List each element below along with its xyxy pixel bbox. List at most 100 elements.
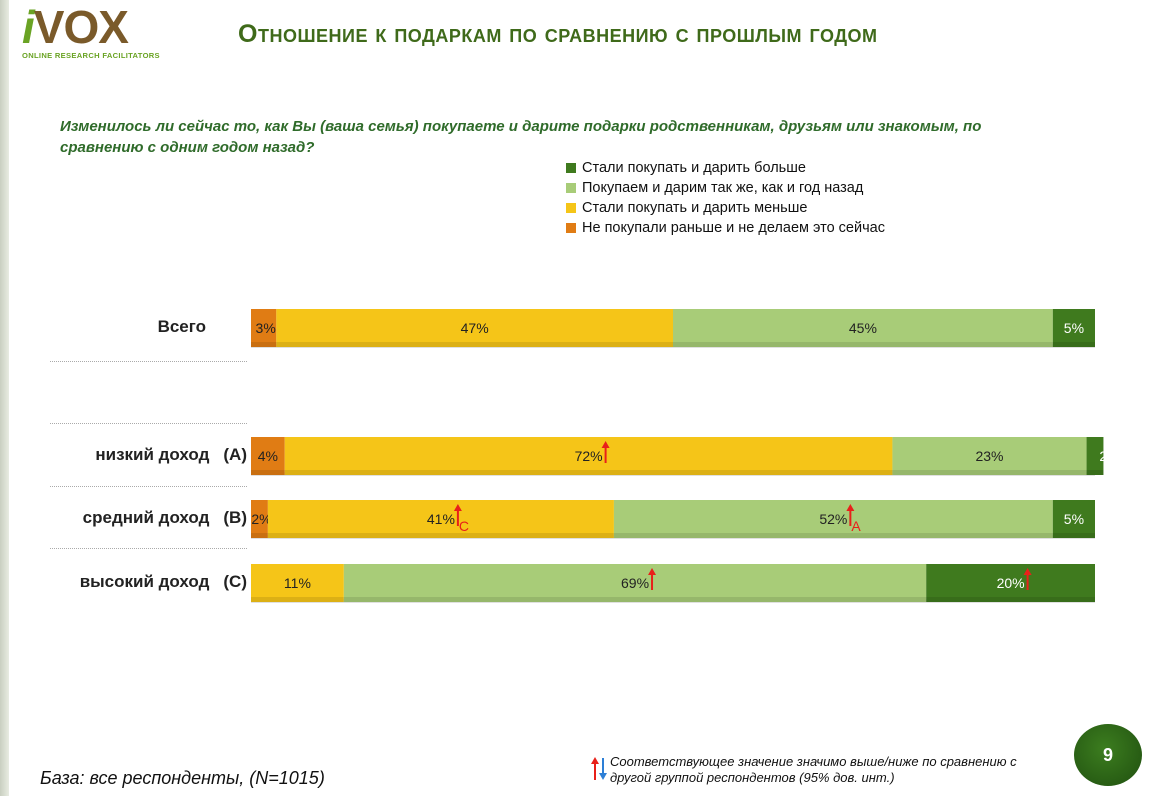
row-separator — [50, 486, 247, 487]
bar-segment-group: 4% — [251, 437, 285, 475]
row-label: низкий доход (A) — [0, 445, 247, 465]
bar-segment — [926, 564, 1095, 602]
legend-label: Не покупали раньше и не делаем это сейча… — [582, 220, 885, 236]
page-number: 9 — [1102, 744, 1113, 765]
bar-segment-group: 72% — [284, 437, 893, 475]
bar-value-label: 3% — [256, 320, 276, 336]
bar-segment-group: 20% — [926, 564, 1095, 602]
up-arrow-head-icon — [846, 504, 855, 511]
base-note: База: все респонденты, (N=1015) — [40, 768, 325, 788]
bar-segment-group: 5% — [1052, 500, 1095, 538]
bar-segment-group: 11% — [251, 564, 344, 602]
bar-value-label: 5% — [1064, 511, 1084, 527]
legend-item: Покупаем и дарим так же, как и год назад — [566, 178, 885, 198]
bar-segment-group: 3% — [251, 309, 277, 347]
legend-label: Стали покупать и дарить больше — [582, 160, 806, 176]
legend-item: Не покупали раньше и не делаем это сейча… — [566, 218, 885, 238]
bar-segment — [673, 309, 1053, 347]
page-title: Отношение к подаркам по сравнению с прош… — [238, 20, 878, 48]
bar-segment — [276, 309, 673, 347]
chart-legend: Стали покупать и дарить больше Покупаем и… — [566, 158, 885, 238]
bar-segment-group: 69% — [343, 564, 927, 602]
row-group-code: (B) — [223, 508, 247, 527]
significance-group-letter: A — [851, 518, 861, 534]
bar-segment — [613, 500, 1053, 538]
bar-segment-edge — [1052, 533, 1095, 538]
bar-value-label: 20% — [997, 575, 1025, 591]
legend-label: Покупаем и дарим так же, как и год назад — [582, 180, 864, 196]
bar-value-label: 23% — [975, 448, 1003, 464]
bar-value-label: 72% — [575, 448, 603, 464]
bar-value-label: 52% — [819, 511, 847, 527]
legend-swatch — [566, 223, 576, 233]
bar-segment-edge — [673, 342, 1053, 347]
bar-segment-edge — [926, 597, 1095, 602]
legend-swatch — [566, 163, 576, 173]
row-label-text: средний доход — [82, 508, 210, 527]
legend-swatch — [566, 183, 576, 193]
bar-segment — [267, 500, 614, 538]
page-number-badge: 9 — [1074, 724, 1142, 786]
bar-value-label: 11% — [284, 575, 311, 591]
bar-segment-edge — [892, 470, 1087, 475]
significance-note: Соответствующее значение значимо выше/ни… — [610, 754, 1017, 785]
row-label: высокий доход (C) — [0, 572, 247, 592]
bar-value-label: 47% — [461, 320, 489, 336]
bar-segment — [343, 564, 927, 602]
row-label: Всего — [157, 317, 206, 336]
up-arrow-head-icon — [648, 568, 657, 575]
legend-item: Стали покупать и дарить больше — [566, 158, 885, 178]
bar-value-label: 4% — [258, 448, 278, 464]
bar-segment — [892, 437, 1087, 475]
left-decorative-bar — [0, 0, 9, 796]
legend-swatch — [566, 203, 576, 213]
bar-segment — [284, 437, 893, 475]
row-label: средний доход (B) — [0, 508, 247, 528]
bar-segment-edge — [267, 533, 614, 538]
bar-segment-group: 41% C — [267, 500, 614, 538]
bar-segment-group: 52% A — [613, 500, 1053, 538]
bar-segment-group: 45% — [673, 309, 1053, 347]
row-label-text: низкий доход — [95, 445, 210, 464]
bar-segment-group: 2% — [251, 500, 272, 538]
survey-question: Изменилось ли сейчас то, как Вы (ваша се… — [60, 118, 982, 156]
row-separator — [50, 548, 247, 549]
significance-arrows-icon — [591, 757, 607, 780]
ivox-logo: iVOX ONLINE RESEARCH FACILITATORS — [22, 4, 172, 64]
logo-tagline: ONLINE RESEARCH FACILITATORS — [22, 51, 160, 60]
bar-segment-group: 23% — [892, 437, 1087, 475]
bar-segment — [251, 437, 285, 475]
bar-segment-edge — [1052, 342, 1095, 347]
bar-value-label: 5% — [1064, 320, 1084, 336]
up-arrow-head-icon — [601, 441, 610, 448]
bar-segment — [251, 564, 344, 602]
row-separator — [50, 361, 247, 362]
bar-value-label: 2% — [251, 511, 271, 527]
bar-segment-edge — [251, 533, 268, 538]
row-group-code: (C) — [223, 572, 247, 591]
bar-segment — [1052, 500, 1095, 538]
bar-segment — [1052, 309, 1095, 347]
bar-segment-edge — [251, 597, 344, 602]
bar-segment-edge — [1086, 470, 1104, 475]
legend-label: Стали покупать и дарить меньше — [582, 200, 808, 216]
bar-segment — [251, 500, 268, 538]
row-label-text: высокий доход — [79, 572, 210, 591]
bar-segment-edge — [613, 533, 1053, 538]
bar-segment-edge — [284, 470, 893, 475]
row-separator — [50, 423, 247, 424]
row-group-code: (A) — [223, 445, 247, 464]
bar-value-label: 2% — [1099, 448, 1119, 464]
bar-segment-group: 47% — [276, 309, 673, 347]
up-arrow-head-icon — [453, 504, 462, 511]
logo-letter-i: i — [22, 1, 35, 53]
bar-segment-group: 5% — [1052, 309, 1095, 347]
bar-segment-edge — [251, 470, 285, 475]
logo-word: VOX — [33, 1, 129, 53]
bar-segment — [251, 309, 277, 347]
up-arrow-head-icon — [1023, 568, 1032, 575]
bar-value-label: 41% — [427, 511, 455, 527]
bar-segment-edge — [276, 342, 673, 347]
bar-segment-edge — [343, 597, 927, 602]
